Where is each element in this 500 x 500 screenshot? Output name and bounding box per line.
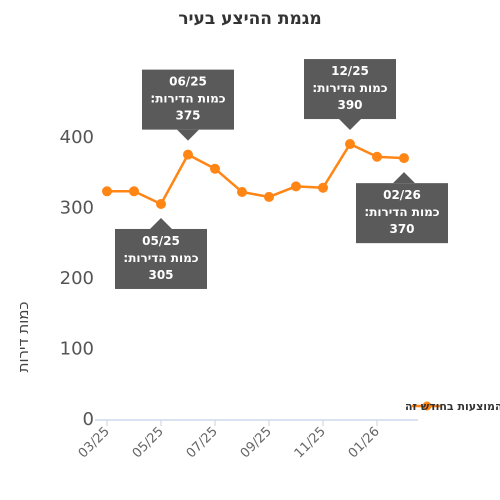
data-point[interactable] xyxy=(345,139,355,150)
tooltip-pointer xyxy=(177,129,199,141)
tooltip: 05/25 כמות הדירות: 305 xyxy=(115,217,207,289)
tooltip-date: 02/26 xyxy=(383,188,421,202)
y-tick-label: 0 xyxy=(83,409,94,430)
chart-title: מגמת ההיצע בעיר xyxy=(178,9,321,29)
data-point[interactable] xyxy=(264,191,274,202)
x-tick-label: 01/26 xyxy=(346,424,383,461)
data-point[interactable] xyxy=(237,186,247,197)
tooltip-label: כמות הדירות: xyxy=(364,205,439,219)
legend[interactable]: כמות הדירות המוצעות בחודש זה xyxy=(405,400,500,413)
tooltip-box xyxy=(356,183,448,244)
y-axis-label: כמות דירות xyxy=(14,302,32,373)
tooltip-label: כמות הדירות: xyxy=(123,251,198,265)
tooltip: 06/25 כמות הדירות: 375 xyxy=(142,69,234,141)
data-point[interactable] xyxy=(156,198,166,209)
y-tick-label: 300 xyxy=(60,198,94,219)
tooltip-date: 06/25 xyxy=(169,75,207,89)
legend-entry: כמות הדירות המוצעות בחודש זה xyxy=(405,400,500,413)
tooltip-label: כמות הדירות: xyxy=(150,92,225,106)
tooltip-value: 390 xyxy=(337,98,362,112)
x-tick-label: 07/25 xyxy=(184,424,221,461)
tooltip-value: 375 xyxy=(175,109,200,123)
y-tick-label: 200 xyxy=(60,268,94,289)
data-point[interactable] xyxy=(129,186,139,197)
tooltip-value: 370 xyxy=(389,222,414,236)
tooltip-value: 305 xyxy=(148,268,173,282)
x-tick-label: 05/25 xyxy=(130,424,167,461)
tooltip-box xyxy=(142,69,234,130)
x-tick-label: 09/25 xyxy=(238,424,275,461)
x-tick-label: 11/25 xyxy=(292,424,329,461)
tooltip-date: 05/25 xyxy=(142,234,180,248)
tooltip-label: כמות הדירות: xyxy=(312,81,387,95)
data-point[interactable] xyxy=(372,151,382,162)
data-point[interactable] xyxy=(318,182,328,193)
tooltip: 02/26 כמות הדירות: 370 xyxy=(356,172,448,244)
data-point[interactable] xyxy=(291,181,301,192)
data-point[interactable] xyxy=(399,153,409,164)
legend-marker xyxy=(422,401,432,411)
series-layer xyxy=(102,139,409,209)
axes: 0 100 200 300 400 03/25 05/25 07/25 09/25 11/25 01… xyxy=(60,127,418,461)
tooltip: 12/25 כמות הדירות: 390 xyxy=(304,59,396,131)
tooltips: 06/25 כמות הדירות: 375 12/25 כמות הדירות: 390… xyxy=(115,59,448,289)
tooltip-box xyxy=(115,228,207,289)
tooltip-box xyxy=(304,59,396,120)
data-point[interactable] xyxy=(102,186,112,197)
x-tick-label: 03/25 xyxy=(76,424,113,461)
tooltip-pointer xyxy=(150,217,172,229)
tooltip-pointer xyxy=(393,172,415,184)
data-point[interactable] xyxy=(183,149,193,160)
tooltip-pointer xyxy=(339,119,361,131)
y-tick-label: 100 xyxy=(60,339,94,360)
y-tick-label: 400 xyxy=(60,127,94,148)
data-point[interactable] xyxy=(210,163,220,174)
tooltip-date: 12/25 xyxy=(331,64,369,78)
